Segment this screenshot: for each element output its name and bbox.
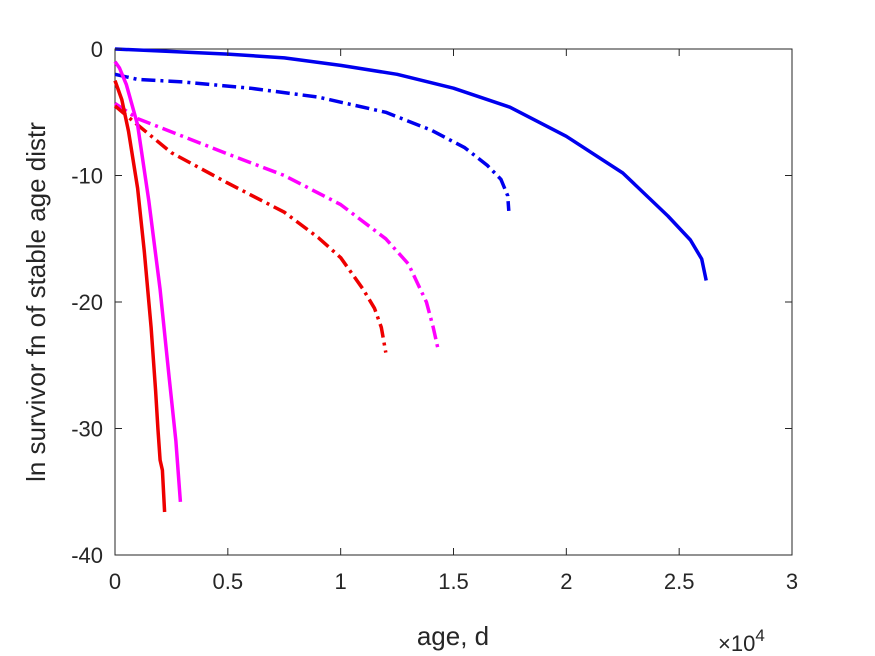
x-tick-label: 2 <box>560 569 572 594</box>
x-tick-label: 2.5 <box>664 569 695 594</box>
y-tick-label: -10 <box>71 164 103 189</box>
y-tick-label: 0 <box>91 37 103 62</box>
series-line-1 <box>114 47 708 281</box>
series-layer <box>113 47 708 513</box>
x-tick-label: 1 <box>335 569 347 594</box>
x-tick-label: 0.5 <box>213 569 244 594</box>
y-tick-label: -30 <box>71 417 103 442</box>
x-tick-label: 3 <box>786 569 798 594</box>
series-line-3 <box>114 101 440 348</box>
tick-labels-layer: 0 0.5 1 1.5 2 2.5 3 0 -10 -20 -30 -40 <box>71 37 798 594</box>
y-axis-label: ln survivor fn of stable age distr <box>21 122 51 482</box>
x-multiplier-label: ×104 <box>718 626 765 656</box>
series-line-5 <box>113 60 183 503</box>
y-tick-label: -20 <box>71 290 103 315</box>
series-line-2 <box>114 72 511 212</box>
x-multiplier-exponent: 4 <box>755 626 764 645</box>
ticks-layer <box>114 48 793 556</box>
y-tick-label: -40 <box>71 543 103 568</box>
series-line-6 <box>113 80 167 513</box>
series-line-4 <box>113 104 388 353</box>
x-axis-label: age, d <box>417 621 489 651</box>
plot-area <box>114 48 793 556</box>
x-multiplier-base: ×10 <box>718 631 755 656</box>
x-tick-label: 0 <box>109 569 121 594</box>
x-tick-label: 1.5 <box>438 569 469 594</box>
